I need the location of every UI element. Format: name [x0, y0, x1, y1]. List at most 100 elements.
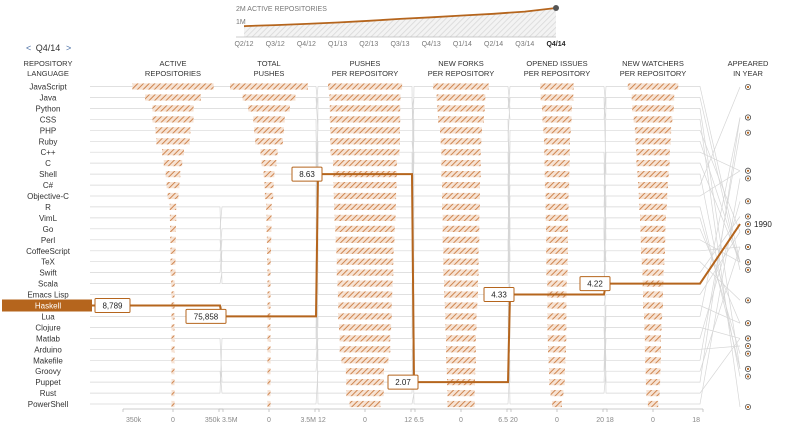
language-label[interactable]: Haskell: [35, 302, 61, 311]
header-language-2: LANGUAGE: [27, 69, 69, 78]
language-label[interactable]: Lua: [41, 312, 55, 321]
language-label[interactable]: Arduino: [34, 345, 62, 354]
bar-forks: [441, 149, 481, 156]
bar-pushes: [267, 368, 271, 375]
bar-ppr: [330, 138, 400, 145]
bar-forks: [444, 280, 478, 287]
bar-pushes: [267, 280, 271, 287]
header-active-2: REPOSITORIES: [145, 69, 201, 78]
language-label[interactable]: VimL: [39, 214, 58, 223]
bar-watchers: [646, 390, 660, 397]
connector-line: [90, 86, 741, 408]
bar-issues: [543, 127, 571, 134]
axis-tick-label: 0: [171, 417, 175, 424]
language-label[interactable]: Go: [43, 225, 54, 234]
prev-quarter-button[interactable]: <: [26, 43, 31, 53]
language-label[interactable]: R: [45, 203, 51, 212]
year-dot-core: [746, 344, 750, 348]
bar-forks: [446, 357, 476, 364]
header-year-2: IN YEAR: [733, 69, 763, 78]
bar-ppr: [328, 83, 403, 90]
bar-active: [169, 214, 177, 221]
language-label[interactable]: Objective-C: [27, 192, 69, 201]
bar-issues: [546, 247, 568, 254]
bar-active: [152, 116, 194, 123]
bar-pushes: [267, 390, 271, 397]
language-label[interactable]: Emacs Lisp: [27, 291, 69, 300]
trend-tick-label: Q2/13: [359, 41, 378, 48]
header-language-1: REPOSITORY: [24, 59, 73, 68]
bar-watchers: [644, 324, 662, 331]
year-dot-core: [746, 116, 750, 119]
bar-ppr: [330, 149, 400, 156]
language-label[interactable]: Groovy: [35, 367, 61, 376]
bar-watchers: [633, 116, 673, 123]
bar-issues: [546, 258, 568, 265]
value-callout: 4.33: [491, 291, 507, 300]
language-label[interactable]: PowerShell: [28, 400, 69, 409]
language-label[interactable]: CoffeeScript: [26, 247, 71, 256]
bar-watchers: [647, 400, 659, 408]
bar-pushes: [266, 203, 272, 210]
language-label[interactable]: CSS: [40, 115, 56, 124]
year-dot-core: [746, 230, 750, 233]
quarter-nav: < Q4/14 >: [26, 43, 71, 53]
language-label[interactable]: Perl: [41, 236, 55, 245]
bar-pushes: [264, 182, 274, 189]
bar-active: [171, 324, 175, 331]
bar-issues: [547, 335, 567, 342]
bar-active: [171, 335, 175, 342]
bar-forks: [441, 160, 481, 167]
language-label[interactable]: Shell: [39, 170, 57, 179]
year-dot-core: [746, 169, 750, 172]
bar-watchers: [627, 83, 679, 90]
header-issues-2: PER REPOSITORY: [524, 69, 590, 78]
language-label[interactable]: C#: [43, 181, 54, 190]
language-label[interactable]: TeX: [41, 258, 55, 267]
bar-watchers: [638, 182, 668, 189]
year-dot-core: [746, 337, 750, 340]
next-quarter-button[interactable]: >: [66, 43, 71, 53]
year-dot-core: [746, 352, 750, 355]
axis-tick-label: 0: [363, 417, 367, 424]
bar-watchers: [639, 203, 667, 210]
trend-tick-label: Q2/12: [234, 41, 253, 48]
language-label[interactable]: Puppet: [35, 378, 61, 387]
language-label[interactable]: JavaScript: [29, 83, 67, 92]
bar-issues: [549, 368, 565, 375]
bar-forks: [445, 324, 477, 331]
bar-active: [170, 247, 176, 254]
connector-line: [90, 151, 741, 273]
bar-pushes: [263, 171, 275, 178]
language-label[interactable]: Clojure: [35, 323, 61, 332]
language-label[interactable]: Swift: [39, 269, 57, 278]
bar-ppr: [336, 247, 394, 254]
value-callout-box: [387, 374, 419, 390]
language-label[interactable]: Scala: [38, 280, 59, 289]
bar-ppr: [330, 127, 400, 134]
language-label[interactable]: Ruby: [39, 137, 58, 146]
bar-forks: [447, 400, 475, 408]
bar-issues: [546, 269, 568, 276]
column-headers: REPOSITORY LANGUAGE ACTIVE REPOSITORIES …: [24, 59, 769, 78]
value-callout-box: [483, 287, 515, 302]
language-label[interactable]: PHP: [40, 126, 56, 135]
year-dot-core: [746, 177, 750, 180]
language-label[interactable]: C++: [40, 148, 55, 157]
language-label[interactable]: C: [45, 159, 51, 168]
bar-pushes: [267, 302, 271, 309]
bar-active: [170, 225, 176, 232]
bar-forks: [443, 247, 479, 254]
bar-forks: [447, 390, 475, 397]
language-label[interactable]: Makefile: [33, 356, 63, 365]
language-label[interactable]: Rust: [40, 389, 57, 398]
language-label[interactable]: Python: [36, 104, 61, 113]
bar-ppr: [333, 192, 397, 200]
bar-issues: [547, 280, 567, 287]
language-label[interactable]: Java: [40, 93, 57, 102]
language-label[interactable]: Matlab: [36, 334, 61, 343]
header-active-1: ACTIVE: [159, 59, 186, 68]
year-dot-core: [746, 261, 750, 264]
bar-pushes: [255, 138, 283, 145]
